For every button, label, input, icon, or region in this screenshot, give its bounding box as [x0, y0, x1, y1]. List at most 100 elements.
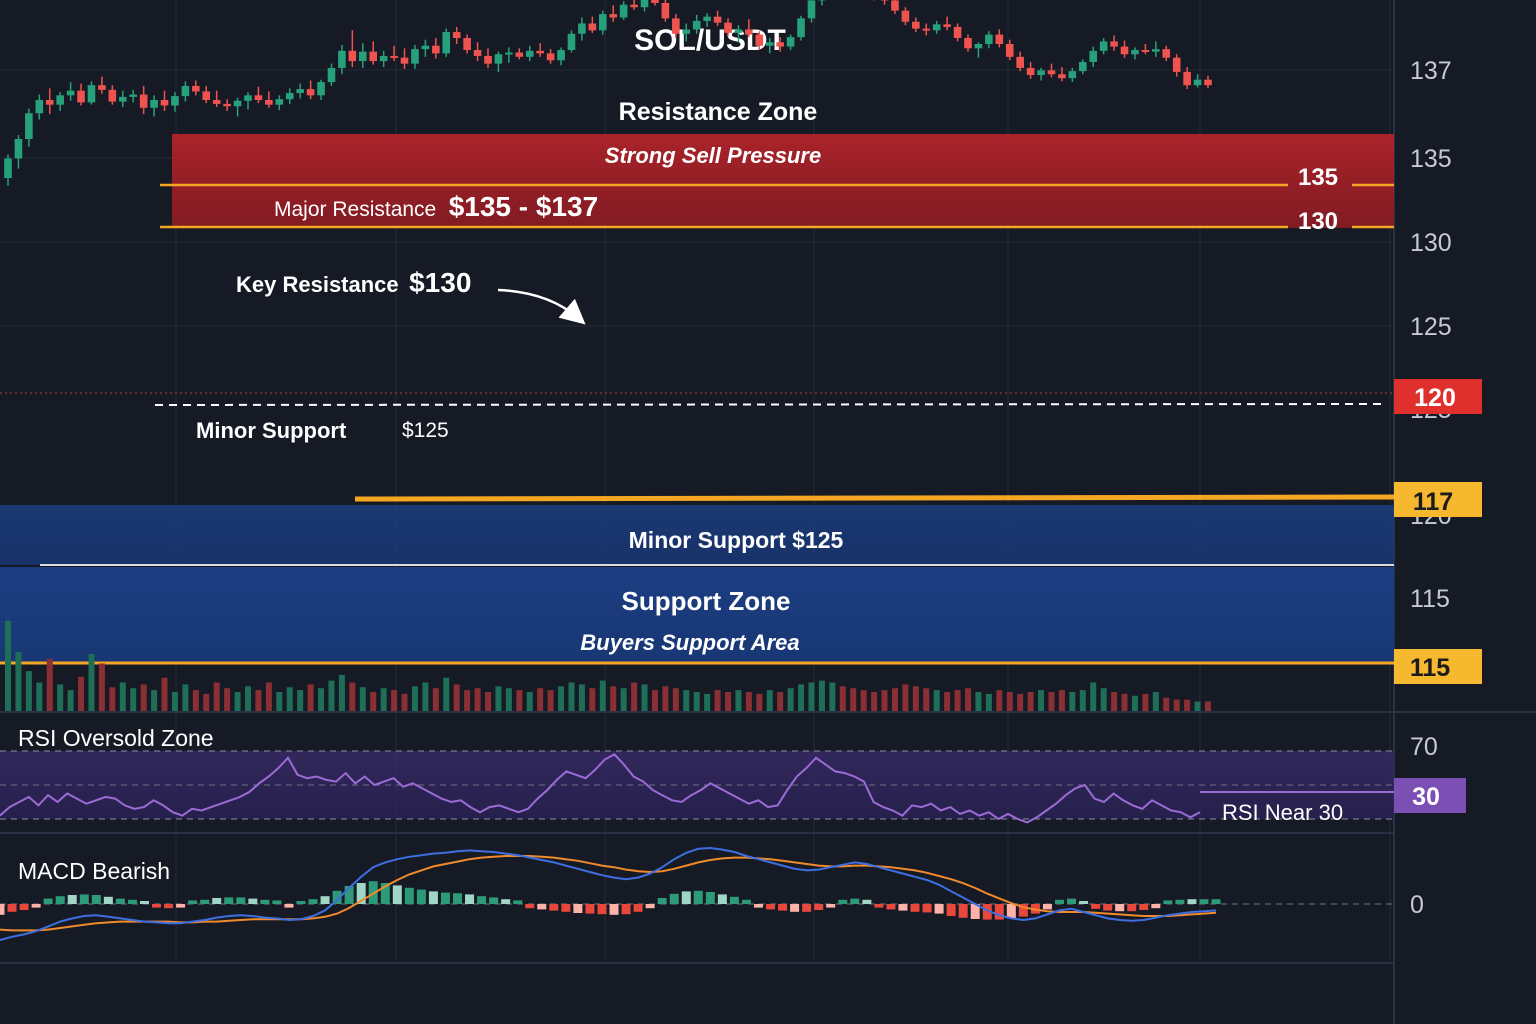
candle — [1089, 46, 1098, 68]
resistance-zone-title: Resistance Zone — [619, 98, 818, 126]
volume-bar — [1194, 701, 1201, 711]
volume-bar — [401, 693, 408, 711]
candle-body — [1016, 56, 1024, 68]
candle — [932, 20, 941, 34]
candle — [463, 34, 471, 54]
volume-bar — [871, 692, 878, 711]
macd-histogram-bar — [127, 899, 137, 904]
volume-bar — [297, 690, 304, 711]
candle — [452, 26, 461, 45]
candle — [35, 94, 44, 120]
macd-histogram-bar — [946, 904, 956, 916]
candle-body — [964, 38, 972, 49]
volume-bar — [631, 682, 638, 711]
candle — [1204, 75, 1212, 89]
candle — [1141, 44, 1150, 55]
candle-body — [661, 2, 670, 19]
macd-histogram-bar — [0, 904, 5, 915]
macd-histogram-bar — [260, 899, 270, 904]
macd-histogram-bar — [693, 890, 703, 904]
volume-bar — [5, 620, 11, 711]
volume-bar — [151, 690, 158, 711]
volume-bar — [704, 693, 711, 711]
candle — [640, 0, 649, 12]
macd-histogram-bar — [332, 890, 342, 904]
candle-body — [1089, 50, 1098, 62]
candle-body — [724, 22, 732, 33]
volume-bar — [255, 690, 262, 711]
candle-body — [943, 24, 951, 27]
volume-bar — [505, 688, 512, 711]
candle — [421, 39, 430, 57]
candle — [912, 17, 920, 33]
candle-body — [619, 4, 628, 18]
volume-bar — [119, 682, 126, 711]
macd-histogram-bar — [645, 904, 655, 909]
candle-body — [1131, 49, 1139, 55]
candle-body — [1172, 57, 1181, 72]
candle — [557, 47, 565, 66]
macd-histogram-bar — [188, 900, 198, 904]
volume-bar — [1111, 692, 1118, 711]
candle-body — [160, 100, 169, 106]
candle — [818, 0, 826, 6]
candle-body — [275, 99, 284, 105]
candle-body — [713, 16, 722, 23]
volume-bar — [245, 686, 251, 711]
macd-histogram-bar — [705, 892, 715, 904]
price-axis-label: 130 — [1410, 229, 1452, 257]
candle-body — [473, 49, 482, 56]
macd-histogram-bar — [296, 901, 306, 904]
candle-body — [598, 14, 607, 31]
candle-body — [1162, 49, 1171, 58]
minor-support-dashed-line — [154, 403, 1387, 406]
volume-bar — [912, 686, 919, 711]
candle — [1026, 61, 1035, 79]
candle — [223, 99, 231, 111]
candle-body — [390, 55, 398, 58]
volume-bar — [693, 692, 700, 711]
candle-body — [1183, 71, 1191, 86]
candle-body — [452, 32, 461, 39]
volume-bar — [860, 690, 867, 711]
volume-bars — [5, 620, 1211, 711]
candle — [129, 89, 138, 103]
volume-bar — [933, 690, 940, 711]
candle — [338, 44, 346, 75]
candle — [25, 108, 33, 147]
volume-bar — [662, 686, 669, 711]
candle-body — [223, 103, 231, 107]
volume-bar — [464, 690, 471, 711]
candle — [473, 42, 482, 62]
candle-body — [35, 100, 44, 114]
volume-bar — [1069, 692, 1076, 711]
macd-histogram-bar — [790, 904, 800, 912]
candle-body — [891, 0, 899, 11]
macd-histogram-bar — [994, 904, 1004, 920]
candle-body — [442, 32, 451, 54]
candle — [1068, 67, 1077, 83]
volume-bar — [839, 686, 846, 711]
volume-bar — [1205, 701, 1211, 711]
candle — [1099, 38, 1108, 55]
candle — [1172, 54, 1181, 77]
candle — [891, 0, 899, 15]
volume-bar — [1152, 692, 1159, 711]
key-resistance-arrow — [497, 288, 586, 325]
volume-bar — [985, 693, 992, 711]
macd-histogram-bar — [139, 901, 149, 904]
volume-bar — [725, 692, 731, 711]
volume-bar — [36, 682, 43, 711]
candle-body — [327, 67, 336, 83]
candle — [1016, 51, 1024, 72]
volume-bar — [422, 682, 429, 711]
candle — [692, 14, 701, 34]
candle — [505, 47, 513, 63]
candle — [484, 48, 492, 68]
key-resistance-value: $130 — [409, 267, 471, 298]
candle-body — [932, 24, 941, 31]
macd-histogram-bar — [1151, 904, 1161, 909]
candle-body — [640, 0, 649, 8]
level-117-badge-text: 117 — [1413, 488, 1453, 516]
